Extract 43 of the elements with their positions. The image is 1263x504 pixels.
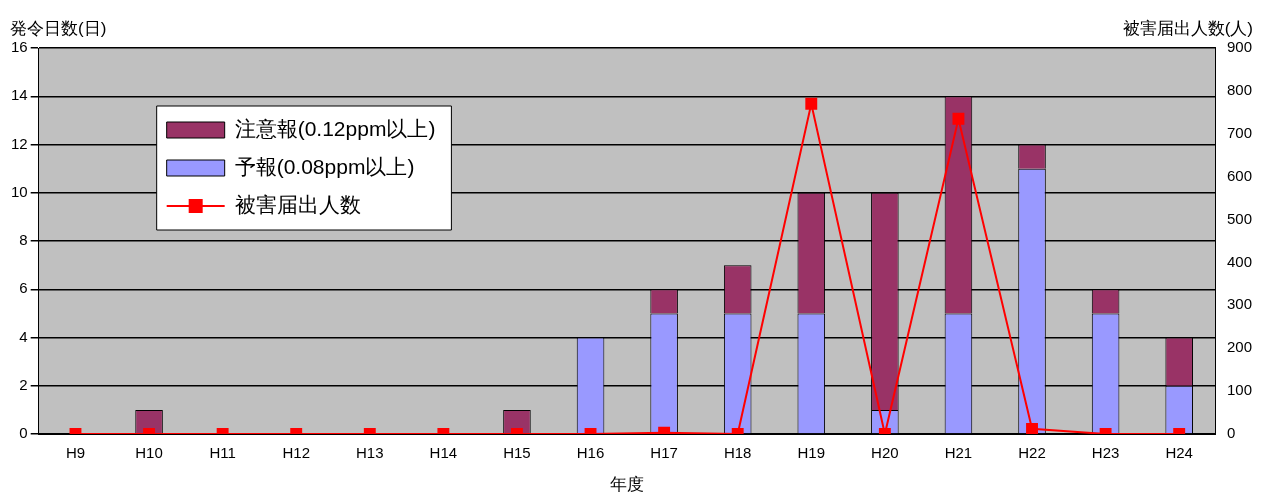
y-tick-label: 0 — [19, 424, 28, 442]
x-tick-label: H16 — [576, 444, 605, 462]
x-tick-label: H23 — [1091, 444, 1120, 462]
y-tick-label: 10 — [11, 182, 28, 200]
x-tick-label: H20 — [871, 444, 899, 462]
x-tick-label: H24 — [1165, 444, 1193, 462]
y-tick-label: 4 — [19, 327, 28, 345]
x-tick-label: H21 — [944, 444, 973, 462]
y2-tick-label: 800 — [1226, 81, 1252, 99]
y2-tick-label: 400 — [1226, 252, 1252, 270]
y-tick-label: 14 — [11, 86, 28, 104]
y2-axis-title: 被害届出人数(人) — [1122, 19, 1253, 39]
x-axis-title: 年度 — [610, 475, 645, 495]
x-tick-label: H12 — [282, 444, 310, 462]
x-tick-label: H22 — [1018, 444, 1046, 462]
x-tick-label: H10 — [135, 444, 163, 462]
y2-tick-label: 200 — [1226, 338, 1252, 356]
y2-tick-label: 900 — [1226, 38, 1252, 56]
x-tick-label: H17 — [650, 444, 678, 462]
y2-tick-label: 700 — [1226, 123, 1252, 141]
y-tick-label: 6 — [19, 279, 28, 297]
legend-label: 注意報(0.12ppm以上) — [234, 116, 436, 140]
y2-tick-label: 300 — [1226, 295, 1252, 313]
x-tick-label: H14 — [429, 444, 458, 462]
legend-label: 被害届出人数 — [234, 192, 361, 216]
legend-label: 予報(0.08ppm以上) — [234, 154, 415, 178]
y2-tick-label: 500 — [1226, 209, 1252, 227]
y-tick-label: 12 — [11, 134, 28, 152]
y-tick-label: 2 — [19, 375, 28, 393]
x-tick-label: H19 — [797, 444, 826, 462]
x-tick-label: H15 — [503, 444, 531, 462]
y-tick-label: 8 — [19, 231, 28, 249]
y-tick-label: 16 — [11, 38, 28, 56]
y2-tick-label: 600 — [1226, 166, 1252, 184]
y2-tick-label: 0 — [1226, 424, 1236, 442]
x-tick-label: H18 — [723, 444, 752, 462]
x-tick-label: H11 — [209, 444, 236, 462]
point — [805, 97, 818, 110]
x-tick-label: H13 — [356, 444, 384, 462]
y2-tick-label: 100 — [1226, 381, 1252, 399]
x-tick-label: H9 — [65, 444, 86, 462]
point — [952, 112, 965, 125]
y-axis-title: 発令日数(日) — [10, 19, 107, 39]
